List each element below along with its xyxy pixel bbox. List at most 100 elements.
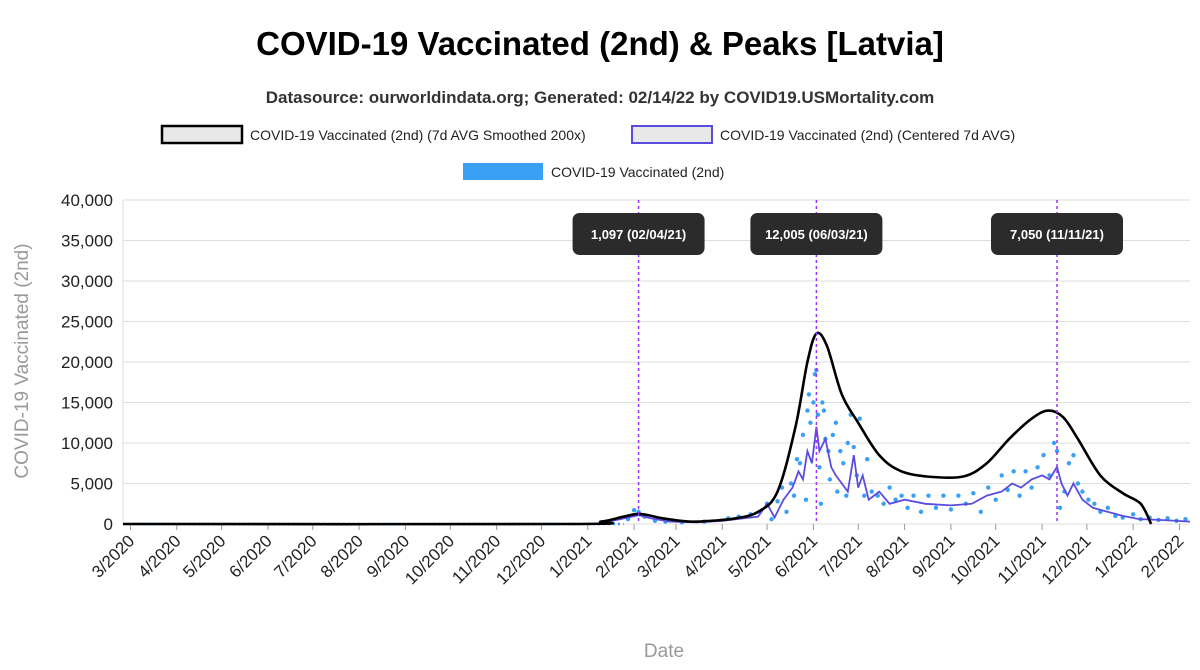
- daily-point: [918, 509, 924, 515]
- x-tick-label: 4/2020: [134, 531, 184, 581]
- daily-point: [806, 392, 812, 397]
- y-tick-label: 35,000: [61, 232, 113, 251]
- legend-label-smoothed[interactable]: COVID-19 Vaccinated (2nd) (7d AVG Smooth…: [250, 127, 586, 143]
- daily-point: [805, 408, 810, 413]
- peak-label-box: [572, 213, 705, 255]
- daily-point: [797, 461, 803, 466]
- daily-point: [811, 400, 816, 405]
- peak-label: 7,050 (11/11/21): [1010, 227, 1104, 242]
- x-tick-label: 12/2021: [1038, 531, 1095, 588]
- daily-point: [1075, 481, 1081, 486]
- daily-point: [865, 457, 870, 462]
- daily-point: [1029, 485, 1034, 490]
- x-tick-label: 1/2022: [1091, 531, 1141, 581]
- daily-point: [911, 493, 916, 498]
- x-tick-label: 10/2021: [947, 531, 1004, 588]
- daily-point: [887, 485, 892, 490]
- x-tick-label: 12/2020: [492, 531, 549, 588]
- legend: COVID-19 Vaccinated (2nd) (7d AVG Smooth…: [160, 124, 1015, 180]
- daily-point: [788, 481, 794, 486]
- chart-title: COVID-19 Vaccinated (2nd) & Peaks [Latvi…: [256, 25, 944, 62]
- daily-point: [841, 461, 846, 466]
- plot-area: [122, 331, 1191, 526]
- daily-point: [881, 501, 886, 506]
- daily-point: [899, 493, 904, 498]
- daily-point: [808, 420, 813, 425]
- peak-annotations: 1,097 (02/04/21) 12,005 (06/03/21) 7,050 (…: [572, 200, 1123, 524]
- daily-point: [835, 489, 840, 494]
- x-tick-label: 6/2021: [771, 531, 821, 581]
- daily-point: [830, 432, 836, 438]
- y-tick-label: 20,000: [61, 353, 113, 372]
- x-tick-label: 3/2021: [634, 531, 684, 581]
- x-tick-label: 7/2021: [816, 531, 866, 581]
- peak-label: 12,005 (06/03/21): [765, 227, 868, 242]
- daily-point: [1017, 493, 1022, 498]
- x-tick-label: 4/2021: [680, 531, 730, 581]
- daily-point: [986, 485, 991, 490]
- daily-point: [926, 493, 931, 498]
- daily-point: [1071, 452, 1076, 458]
- daily-point: [971, 491, 976, 496]
- daily-point: [815, 412, 821, 417]
- x-tick-label: 7/2020: [270, 531, 320, 581]
- daily-point: [844, 493, 849, 498]
- legend-swatch-daily[interactable]: [463, 163, 543, 180]
- daily-point: [893, 497, 898, 502]
- daily-point: [838, 448, 843, 454]
- legend-label-avg[interactable]: COVID-19 Vaccinated (2nd) (Centered 7d A…: [720, 127, 1015, 143]
- daily-point: [948, 507, 954, 512]
- daily-point: [791, 493, 797, 498]
- series-line-avg: [123, 426, 1191, 525]
- legend-swatch-smoothed[interactable]: [160, 124, 244, 145]
- x-tick-label: 3/2020: [88, 531, 138, 581]
- y-tick-label: 30,000: [61, 272, 113, 291]
- y-tick-label: 5,000: [70, 475, 113, 494]
- daily-point: [1086, 497, 1091, 502]
- daily-point: [775, 499, 780, 504]
- daily-point: [820, 400, 825, 405]
- daily-point: [1066, 461, 1072, 466]
- x-tick-label: 8/2021: [862, 531, 912, 581]
- daily-point: [1092, 501, 1097, 506]
- daily-point: [1035, 465, 1040, 470]
- daily-point: [857, 416, 862, 421]
- daily-point: [1054, 448, 1060, 454]
- x-axis-label: Date: [644, 641, 684, 662]
- daily-point: [862, 493, 867, 498]
- x-axis-ticks: 3/20204/20205/20206/20207/20208/20209/20…: [88, 524, 1187, 588]
- y-tick-label: 15,000: [61, 394, 113, 413]
- series-line-smoothed: [122, 331, 1153, 526]
- daily-point: [779, 485, 785, 490]
- daily-point: [1183, 516, 1188, 522]
- daily-point: [851, 444, 856, 450]
- daily-point: [1131, 512, 1136, 517]
- daily-point: [784, 509, 789, 515]
- peak-label-box: [750, 213, 883, 255]
- x-tick-label: 5/2021: [725, 531, 775, 581]
- x-tick-label: 1/2021: [545, 531, 595, 581]
- daily-point: [803, 497, 809, 502]
- daily-point: [1105, 505, 1111, 510]
- x-tick-label: 2/2021: [592, 531, 642, 581]
- x-tick-label: 5/2020: [179, 531, 229, 581]
- daily-point: [905, 505, 910, 510]
- daily-point: [800, 432, 806, 438]
- legend-swatch-avg[interactable]: [631, 125, 713, 144]
- daily-point: [1011, 469, 1016, 474]
- peak-label-box: [990, 213, 1123, 255]
- daily-point: [817, 465, 822, 470]
- daily-point: [833, 420, 839, 425]
- daily-point: [869, 489, 874, 494]
- x-tick-label: 10/2020: [401, 531, 458, 588]
- y-tick-label: 10,000: [61, 434, 113, 453]
- daily-point: [821, 408, 827, 413]
- y-tick-label: 25,000: [61, 313, 113, 332]
- legend-label-daily[interactable]: COVID-19 Vaccinated (2nd): [551, 164, 724, 180]
- y-tick-label: 40,000: [61, 191, 113, 210]
- chart-subtitle: Datasource: ourworldindata.org; Generate…: [266, 88, 935, 107]
- peak-label: 1,097 (02/04/21): [591, 227, 686, 242]
- daily-point: [845, 440, 850, 446]
- x-tick-label: 6/2020: [226, 531, 276, 581]
